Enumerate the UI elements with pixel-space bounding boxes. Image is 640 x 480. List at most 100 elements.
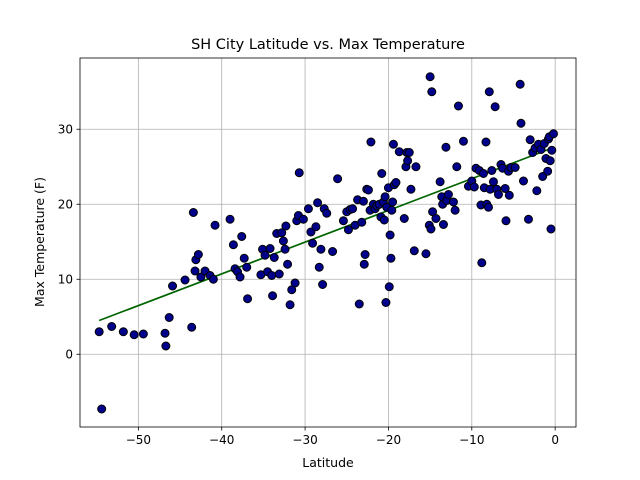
data-point [265,244,275,253]
data-point [504,190,514,200]
data-point [180,275,190,285]
data-point [387,205,397,215]
data-point [547,145,557,155]
data-point [384,282,394,292]
data-point [548,129,558,139]
data-point [435,177,445,187]
data-point [208,274,218,284]
x-tick-label: −40 [209,433,234,447]
data-point [363,185,373,195]
data-point [493,190,503,199]
data-point [525,135,535,145]
x-axis-ticks: −50 −40 −30 −20 −10 0 [126,427,559,447]
data-point [450,205,460,215]
data-point [484,87,494,97]
data-point [385,230,395,240]
data-point [243,294,253,304]
data-point [543,166,553,176]
data-point [452,162,462,172]
data-point [298,214,308,224]
data-point [381,298,391,307]
x-tick-label: −10 [459,433,484,447]
data-point [280,244,290,254]
data-point [187,322,197,332]
data-point [294,168,304,178]
data-point [260,250,270,260]
data-point [515,79,525,89]
data-point [483,202,493,212]
y-tick-label: 10 [58,273,73,287]
data-point [488,177,498,187]
data-point [469,182,479,192]
data-point [338,216,348,226]
data-point [190,266,200,276]
data-point [406,184,416,194]
plot-area-frame [79,57,577,428]
data-point [210,220,220,230]
data-point [358,196,368,206]
data-point [500,184,510,193]
data-point [333,174,343,184]
y-axis-label: Max Temperature (F) [32,177,47,307]
data-point [228,240,238,250]
data-point [354,299,364,309]
data-point [328,247,338,256]
data-point [316,244,326,254]
data-point [359,259,369,269]
data-point [501,216,511,226]
x-tick-label: −50 [126,433,151,447]
data-point [290,278,300,288]
data-point [421,249,431,259]
data-point [399,214,409,223]
data-point [443,190,453,199]
data-point [404,148,414,157]
data-point [453,101,463,111]
data-point [411,162,421,172]
data-point [448,197,458,207]
data-points [94,72,558,414]
x-tick-label: −20 [376,433,401,447]
data-point [409,246,419,256]
y-axis-ticks: 0 10 20 30 [58,123,80,362]
data-point [510,163,520,172]
data-point [274,269,284,279]
data-point [545,156,555,166]
y-tick-label: 30 [58,123,73,137]
data-point [237,232,247,241]
data-point [386,253,396,263]
data-point [239,253,249,263]
data-point [478,169,488,178]
data-point [269,253,279,262]
data-point [523,214,533,224]
data-point [164,313,174,322]
y-tick-label: 20 [58,198,73,212]
data-point [490,102,500,112]
grid-lines [80,58,576,427]
data-point [403,156,413,166]
data-point [303,204,313,214]
data-point [267,271,277,280]
regression-line [98,146,555,322]
data-point [458,136,468,146]
data-point [168,281,178,291]
data-point [388,197,398,207]
data-point [388,139,398,149]
data-point [318,280,328,289]
data-point [277,228,287,238]
data-point [235,272,245,282]
data-point [377,169,387,178]
data-point [431,214,441,223]
data-point [322,208,332,218]
data-point [107,322,117,331]
chart-title: SH City Latitude vs. Max Temperature [191,37,465,53]
data-point [357,217,367,227]
data-point [391,178,401,187]
regression-line-group [98,146,555,322]
data-point [394,147,404,157]
data-point [188,208,198,217]
data-point [532,186,542,196]
data-point [348,204,358,214]
data-point [546,224,556,234]
data-point [242,262,252,272]
